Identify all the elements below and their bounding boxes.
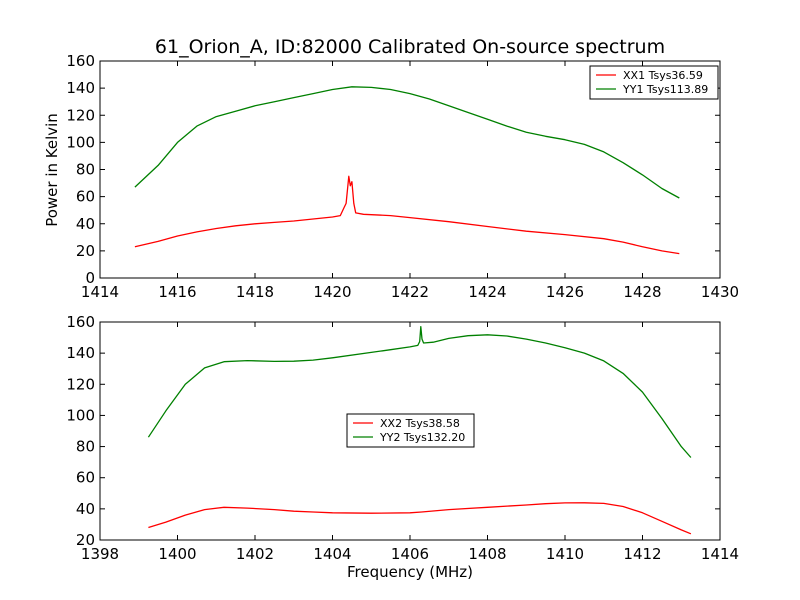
y-tick-label: 120	[66, 106, 95, 124]
series-line-0-1	[134, 86, 680, 199]
y-tick-label: 160	[66, 313, 95, 331]
legend-label: YY2 Tsys132.20	[379, 431, 465, 444]
x-axis-label: Frequency (MHz)	[347, 563, 473, 581]
y-tick-label: 140	[66, 79, 95, 97]
y-tick-label: 160	[66, 52, 95, 70]
x-tick-label: 1398	[81, 545, 119, 563]
x-tick-label: 1430	[701, 283, 739, 301]
series-line-1-1	[147, 326, 692, 458]
series-line-1-0	[148, 502, 692, 535]
y-tick-label: 20	[76, 531, 95, 549]
x-tick-label: 1414	[81, 283, 119, 301]
x-tick-label: 1418	[236, 283, 274, 301]
x-tick-label: 1402	[236, 545, 274, 563]
top-spectrum-panel: 1414 1416 1418 1420 1422 1424 1426 1428 1430 0 20 4…	[66, 52, 739, 301]
x-tick-label: 1428	[623, 283, 661, 301]
x-tick-label: 1410	[546, 545, 584, 563]
y-tick-label: 0	[85, 269, 95, 287]
series-line-0-0	[134, 175, 680, 255]
y-tick-label: 80	[76, 161, 95, 179]
legend-label: YY1 Tsys113.89	[622, 83, 708, 96]
legend-box	[589, 65, 719, 100]
figure-title: 61_Orion_A, ID:82000 Calibrated On-sourc…	[155, 36, 665, 58]
y-tick-label: 100	[66, 406, 95, 424]
y-tick-label: 20	[76, 242, 95, 260]
bottom-spectrum-panel: 1398 1400 1402 1404 1406 1408 1410 1412 1414 20 40…	[66, 313, 739, 563]
x-tick-label: 1416	[158, 283, 196, 301]
x-tick-label: 1426	[546, 283, 584, 301]
legend-label: XX2 Tsys38.58	[380, 417, 460, 430]
y-tick-label: 40	[76, 215, 95, 233]
x-tick-label: 1404	[313, 545, 351, 563]
x-tick-label: 1412	[623, 545, 661, 563]
x-tick-label: 1406	[391, 545, 429, 563]
x-tick-label: 1424	[468, 283, 506, 301]
y-tick-label: 140	[66, 344, 95, 362]
y-tick-label: 60	[76, 188, 95, 206]
y-tick-label: 120	[66, 375, 95, 393]
y-axis-label: Power in Kelvin	[43, 113, 61, 227]
y-tick-label: 40	[76, 500, 95, 518]
legend-label: XX1 Tsys36.59	[623, 69, 703, 82]
x-tick-label: 1420	[313, 283, 351, 301]
x-tick-label: 1408	[468, 545, 506, 563]
x-tick-label: 1422	[391, 283, 429, 301]
y-tick-label: 80	[76, 438, 95, 456]
x-tick-label: 1400	[158, 545, 196, 563]
y-tick-label: 60	[76, 469, 95, 487]
legend-box	[346, 413, 475, 448]
x-tick-label: 1414	[701, 545, 739, 563]
y-tick-label: 100	[66, 133, 95, 151]
